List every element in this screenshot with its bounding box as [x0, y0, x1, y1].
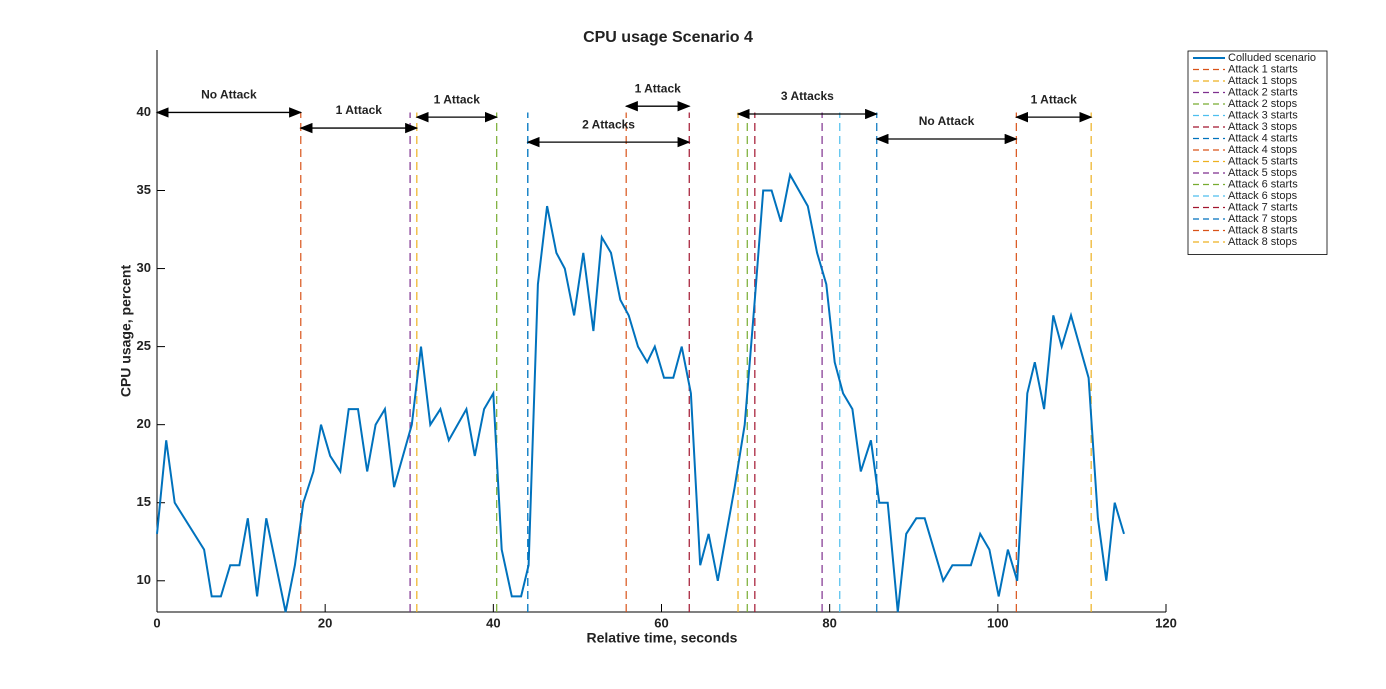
legend-label: Attack 8 starts	[1228, 224, 1298, 236]
annotation-label: 2 Attacks	[582, 117, 635, 131]
legend-label: Attack 6 stops	[1228, 190, 1298, 202]
legend-label: Attack 4 stops	[1228, 144, 1298, 156]
y-tick-label: 15	[137, 494, 151, 509]
x-tick-label: 20	[318, 615, 332, 630]
legend-label: Attack 3 stops	[1228, 121, 1298, 133]
y-tick-label: 40	[137, 104, 151, 119]
legend-label: Attack 7 stops	[1228, 213, 1298, 225]
legend-label: Attack 6 starts	[1228, 178, 1298, 190]
chart-title: CPU usage Scenario 4	[583, 29, 753, 46]
x-tick-label: 80	[822, 615, 836, 630]
y-axis-label: CPU usage, percent	[118, 265, 134, 398]
annotation-label: No Attack	[919, 114, 975, 128]
y-tick-label: 30	[137, 260, 151, 275]
legend-label: Colluded scenario	[1228, 52, 1316, 64]
x-axis-label: Relative time, seconds	[587, 630, 738, 646]
legend-box	[1187, 50, 1328, 255]
legend-label: Attack 3 starts	[1228, 109, 1298, 121]
x-tick-label: 120	[1155, 615, 1177, 630]
legend-label: Attack 1 starts	[1228, 63, 1298, 75]
y-tick-label: 25	[137, 338, 151, 353]
y-tick-label: 10	[137, 572, 151, 587]
annotation-label: 1 Attack	[434, 92, 481, 106]
y-tick-label: 35	[137, 182, 151, 197]
annotation-label: 1 Attack	[336, 103, 383, 117]
data-line	[156, 172, 1125, 613]
legend-label: Attack 2 stops	[1228, 98, 1298, 110]
annotation-label: No Attack	[201, 88, 257, 102]
annotation-label: 3 Attacks	[781, 89, 834, 103]
legend-label: Attack 7 starts	[1228, 201, 1298, 213]
annotation-label: 1 Attack	[635, 81, 682, 95]
annotation-label: 1 Attack	[1031, 92, 1078, 106]
legend-label: Attack 5 starts	[1228, 155, 1298, 167]
legend-label: Attack 4 starts	[1228, 132, 1298, 144]
x-tick-label: 60	[654, 615, 668, 630]
legend-label: Attack 5 stops	[1228, 167, 1298, 179]
x-tick-label: 40	[486, 615, 500, 630]
legend-label: Attack 2 starts	[1228, 86, 1298, 98]
x-tick-label: 100	[987, 615, 1009, 630]
x-tick-label: 0	[153, 615, 160, 630]
legend-label: Attack 8 stops	[1228, 236, 1298, 248]
legend-label: Attack 1 stops	[1228, 75, 1298, 87]
y-tick-label: 20	[137, 416, 151, 431]
